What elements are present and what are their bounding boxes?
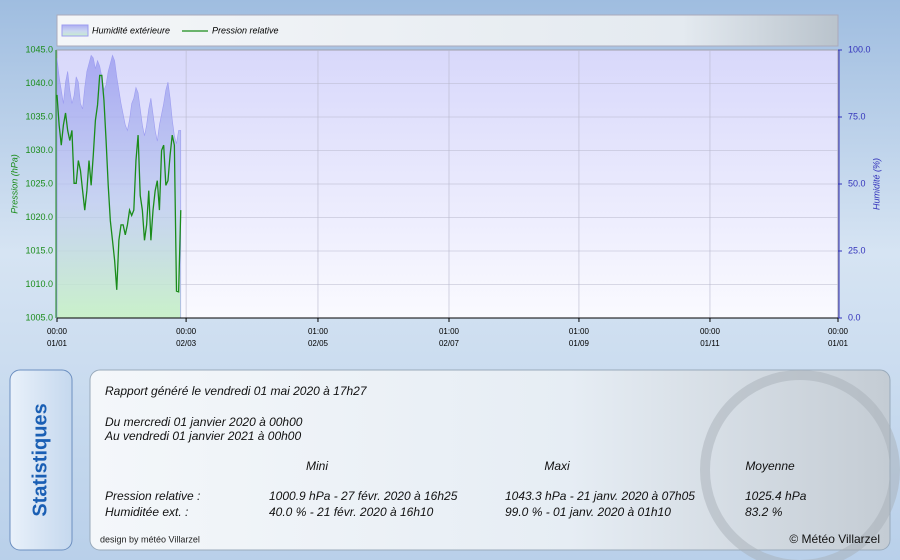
y-tick-label: 1025.0: [25, 178, 53, 188]
x-tick-label: 00:00 01/01: [46, 327, 68, 348]
y-tick-label: 1020.0: [25, 212, 53, 222]
stats-row-label: Pression relative :: [105, 489, 200, 503]
x-tick-label: 01:00 01/09: [568, 327, 589, 348]
y-tick-label: 1040.0: [25, 78, 53, 88]
legend-swatch: [61, 24, 89, 37]
stats-row-label: Humiditée ext. :: [105, 505, 188, 519]
stats-value: 1043.3 hPa - 21 janv. 2020 à 07h05: [505, 489, 695, 503]
stats-report: Rapport généré le vendredi 01 mai 2020 à…: [105, 384, 368, 398]
y2-tick-label: 25.0: [848, 245, 866, 255]
y-axis-title: Pression (hPa): [9, 154, 19, 214]
y-tick-label: 1010.0: [25, 279, 53, 289]
stats-header: Maxi: [544, 459, 570, 473]
y2-tick-label: 75.0: [848, 111, 866, 121]
y2-axis-title: Humidité (%): [871, 158, 881, 210]
y-tick-label: 1045.0: [25, 44, 53, 54]
stats-to: Au vendredi 01 janvier 2021 à 00h00: [104, 429, 301, 443]
y-tick-label: 1015.0: [25, 245, 53, 255]
stats-value: 99.0 % - 01 janv. 2020 à 01h10: [505, 505, 671, 519]
legend-label: Humidité extérieure: [92, 25, 170, 35]
barometer-decoration: [700, 370, 900, 560]
stats-value: 40.0 % - 21 févr. 2020 à 16h10: [269, 505, 434, 519]
y2-tick-label: 0.0: [848, 312, 861, 322]
stats-copyright: © Météo Villarzel: [789, 532, 880, 546]
x-tick-label: 00:00 01/01: [827, 327, 849, 348]
y-tick-label: 1035.0: [25, 111, 53, 121]
stats-header: Moyenne: [745, 459, 795, 473]
x-tick-label: 00:00 01/11: [699, 327, 720, 348]
y2-tick-label: 100.0: [848, 44, 871, 54]
legend-box: [56, 14, 839, 47]
x-tick-label: 01:00 02/05: [307, 327, 328, 348]
humidity-area: [56, 54, 182, 319]
legend-label: Pression relative: [212, 25, 279, 35]
pressure-line: [56, 74, 182, 293]
y2-tick-label: 50.0: [848, 178, 866, 188]
stats-side-title: Statistiques: [29, 403, 51, 516]
stats-value: 1025.4 hPa: [745, 489, 807, 503]
stats-value: 1000.9 hPa - 27 févr. 2020 à 16h25: [269, 489, 458, 503]
stats-side-box: [9, 369, 73, 551]
x-tick-label: 00:00 02/03: [176, 327, 197, 348]
y-tick-label: 1005.0: [25, 312, 53, 322]
stats-from: Du mercredi 01 janvier 2020 à 00h00: [105, 415, 303, 429]
stats-credit: design by météo Villarzel: [100, 534, 200, 544]
x-tick-label: 01:00 02/07: [438, 327, 459, 348]
stats-header: Mini: [306, 459, 328, 473]
stats-value: 83.2 %: [745, 505, 783, 519]
y-tick-label: 1030.0: [25, 145, 53, 155]
